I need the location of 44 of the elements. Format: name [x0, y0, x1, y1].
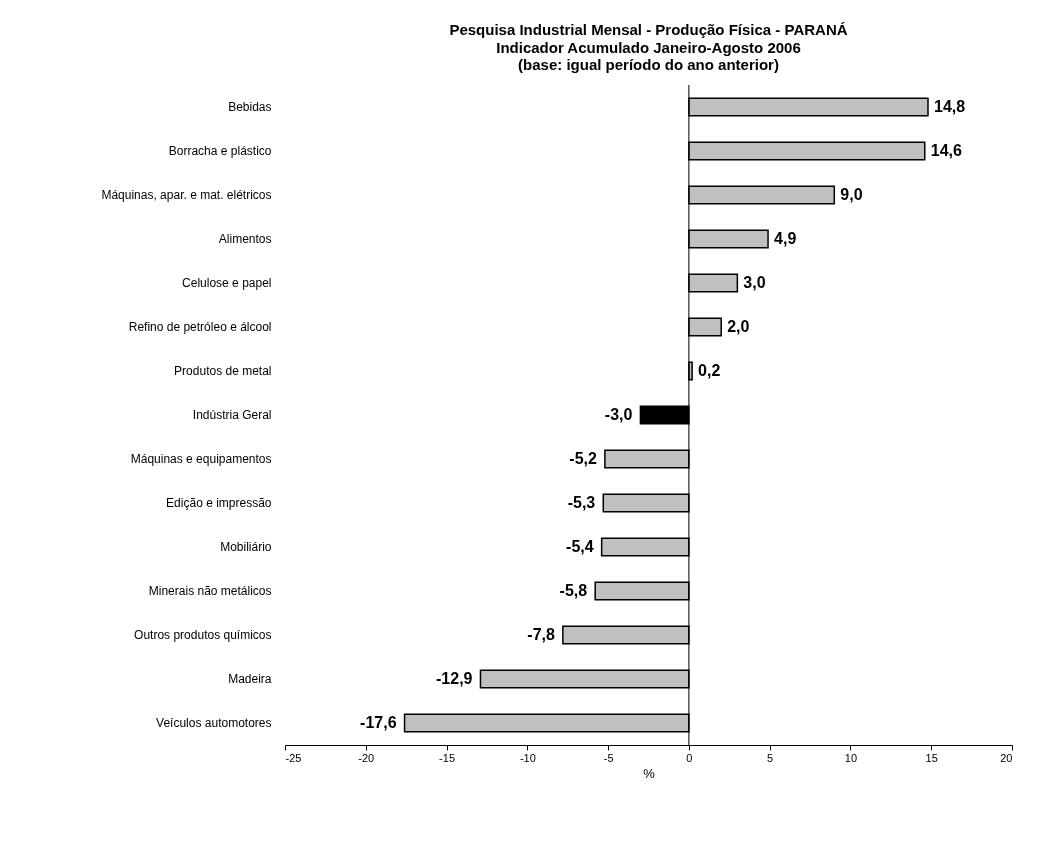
- x-tick-label: 5: [767, 751, 774, 764]
- data-label: -5,8: [559, 582, 588, 599]
- y-tick-label: Indústria Geral: [192, 408, 272, 422]
- x-tick-label: 0: [686, 751, 693, 764]
- y-tick-label: Outros produtos químicos: [134, 628, 272, 642]
- x-tick-label: -10: [519, 751, 536, 764]
- data-label: 14,8: [933, 98, 966, 115]
- data-label: -3,0: [604, 406, 633, 423]
- data-label: 14,6: [930, 142, 962, 159]
- data-label: -5,3: [567, 494, 596, 511]
- text: (base: igual período do ano anterior): [518, 55, 779, 73]
- text: Indicador Acumulado Janeiro-Agosto 2006: [496, 38, 801, 56]
- data-label: -5,2: [569, 450, 597, 467]
- y-tick-label: Alimentos: [218, 232, 272, 246]
- data-label: 4,9: [774, 230, 797, 247]
- data-label: 3,0: [743, 274, 766, 291]
- y-tick-label: Máquinas e equipamentos: [130, 452, 272, 466]
- data-label: -5,4: [566, 538, 594, 555]
- data-label: 9,0: [840, 186, 863, 203]
- y-tick-label: Máquinas, apar. e mat. elétricos: [101, 188, 272, 202]
- y-tick-label: Madeira: [228, 672, 272, 686]
- y-tick-label: Minerais não metálicos: [148, 584, 272, 598]
- x-tick-label: 20: [1000, 751, 1013, 764]
- y-tick-label: Produtos de metal: [174, 364, 272, 378]
- data-label: -17,6: [360, 714, 397, 731]
- data-label: 2,0: [727, 318, 750, 335]
- y-tick-label: Borracha e plástico: [168, 144, 272, 158]
- x-tick-label: -25: [285, 751, 302, 764]
- data-label: 0,2: [698, 362, 721, 379]
- y-tick-label: Refino de petróleo e álcool: [128, 320, 272, 334]
- y-tick-label: Veículos automotores: [156, 716, 272, 730]
- x-tick-label: -5: [603, 751, 614, 764]
- x-tick-label: 15: [925, 751, 938, 764]
- data-label: -12,9: [436, 670, 473, 687]
- y-tick-label: Edição e impressão: [166, 496, 272, 510]
- x-axis-title: %: [643, 765, 656, 781]
- data-label: -7,8: [527, 626, 555, 643]
- x-tick-label: 10: [844, 751, 858, 764]
- y-tick-label: Celulose e papel: [182, 276, 272, 290]
- y-tick-label: Mobiliário: [220, 540, 272, 554]
- chart-title: Pesquisa Industrial Mensal - Produção Física - PARANÁ: [449, 20, 848, 38]
- y-tick-label: Bebidas: [228, 100, 272, 114]
- x-tick-label: -20: [358, 751, 375, 764]
- x-tick-label: -15: [439, 751, 456, 764]
